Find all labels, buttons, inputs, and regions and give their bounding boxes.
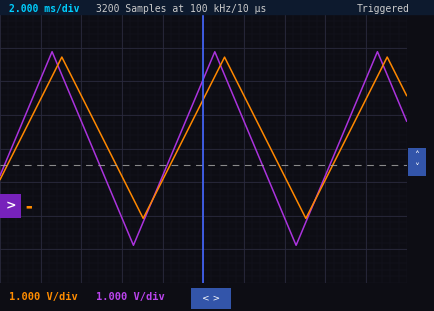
Text: 1.000 V/div: 1.000 V/div [9,292,77,302]
Text: 3200 Samples at 100 kHz/10 μs: 3200 Samples at 100 kHz/10 μs [95,4,266,14]
Text: ▬: ▬ [25,203,32,210]
Text: >: > [5,200,16,212]
Text: ˅: ˅ [413,163,418,173]
Text: Triggered: Triggered [356,4,409,14]
Text: < >: < > [201,294,220,303]
Text: ˄: ˄ [413,151,418,160]
Text: 1.000 V/div: 1.000 V/div [95,292,164,302]
Text: 2.000 ms/div: 2.000 ms/div [9,4,79,14]
